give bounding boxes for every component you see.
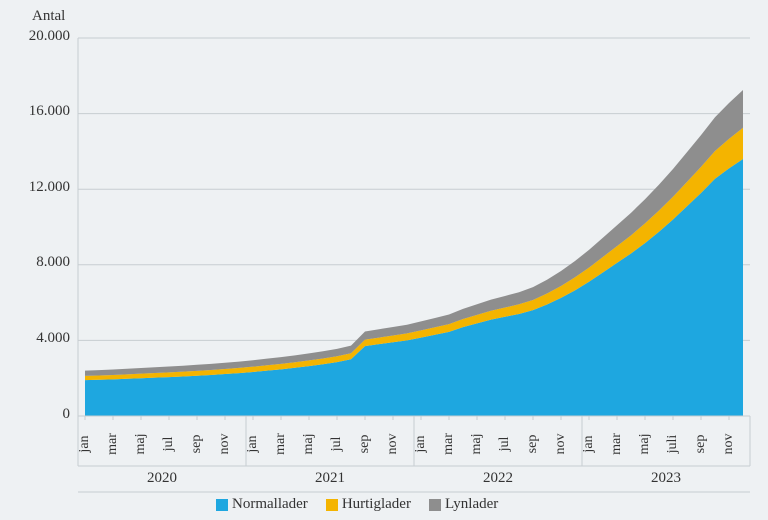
month-tick: maj — [469, 432, 485, 456]
month-tick: mar — [609, 432, 625, 456]
stacked-area-chart: Antal 0 4.000 8.000 12.000 16.000 20.000… — [0, 0, 768, 520]
month-tick: juli — [665, 432, 681, 456]
legend-label-lynlader: Lynlader — [445, 496, 498, 513]
year-label: 2021 — [300, 470, 360, 487]
month-tick: sep — [525, 432, 541, 456]
legend-swatch-normallader — [216, 499, 228, 511]
month-tick: sep — [357, 432, 373, 456]
month-tick: jul — [497, 432, 513, 456]
legend-label-hurtiglader: Hurtiglader — [342, 496, 411, 513]
legend-item-normallader: Normallader — [216, 496, 308, 513]
month-tick: nov — [553, 432, 569, 456]
month-tick: jul — [329, 432, 345, 456]
month-tick: nov — [721, 432, 737, 456]
month-tick: nov — [217, 432, 233, 456]
month-tick: nov — [385, 432, 401, 456]
month-tick: mar — [273, 432, 289, 456]
year-label: 2023 — [636, 470, 696, 487]
month-tick: maj — [637, 432, 653, 456]
legend-label-normallader: Normallader — [232, 496, 308, 513]
month-tick: mar — [441, 432, 457, 456]
month-tick: mar — [105, 432, 121, 456]
year-label: 2022 — [468, 470, 528, 487]
month-tick: jan — [245, 432, 261, 456]
month-tick: jul — [161, 432, 177, 456]
legend: Normallader Hurtiglader Lynlader — [216, 496, 498, 513]
month-tick: jan — [413, 432, 429, 456]
legend-swatch-hurtiglader — [326, 499, 338, 511]
legend-item-hurtiglader: Hurtiglader — [326, 496, 411, 513]
month-tick: jan — [77, 432, 93, 456]
month-tick: sep — [693, 432, 709, 456]
legend-swatch-lynlader — [429, 499, 441, 511]
legend-item-lynlader: Lynlader — [429, 496, 498, 513]
month-tick: maj — [301, 432, 317, 456]
month-tick: jan — [581, 432, 597, 456]
month-tick: sep — [189, 432, 205, 456]
year-label: 2020 — [132, 470, 192, 487]
month-tick: maj — [133, 432, 149, 456]
